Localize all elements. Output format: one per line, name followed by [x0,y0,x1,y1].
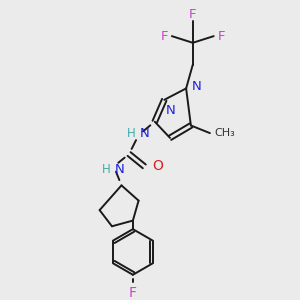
Text: H: H [127,127,136,140]
Text: F: F [160,30,168,43]
Text: N: N [115,163,124,176]
Text: CH₃: CH₃ [215,128,236,138]
Text: H: H [102,163,111,176]
Text: F: F [129,286,137,300]
Text: N: N [166,103,176,117]
Text: F: F [218,30,225,43]
Text: N: N [192,80,202,93]
Text: F: F [189,8,196,21]
Text: O: O [152,159,163,173]
Text: N: N [140,127,149,140]
